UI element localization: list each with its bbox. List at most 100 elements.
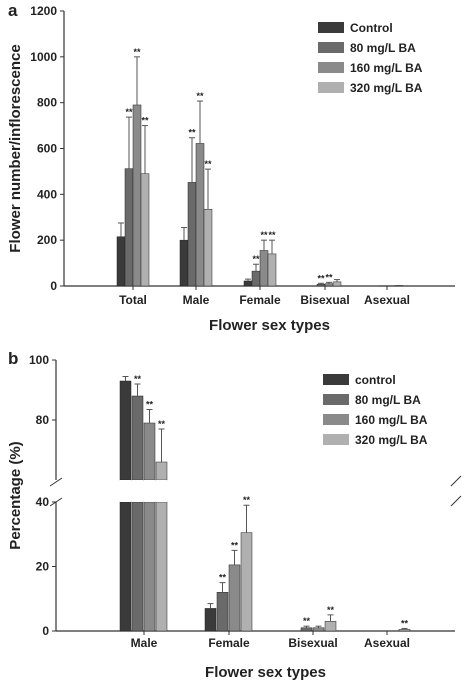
panel-b-label: b — [8, 349, 18, 368]
panel-b-bar-lower — [119, 501, 132, 632]
panel-a-bar — [267, 253, 277, 287]
panel-a-bar — [124, 168, 134, 287]
panel-b-legend-swatch — [323, 374, 349, 385]
panel-b-bar-gap — [156, 480, 167, 502]
panel-a-legend-label: 160 mg/L BA — [350, 61, 423, 75]
panel-b-axis-break-mark — [49, 477, 63, 487]
panel-a-significance-label: ** — [141, 116, 149, 126]
panel-a-y-tick-label: 200 — [37, 233, 57, 247]
panel-a-legend-label: 80 mg/L BA — [350, 41, 416, 55]
panel-b-significance-label: ** — [231, 540, 239, 550]
panel-b-legend-label: 160 mg/L BA — [355, 413, 428, 427]
panel-b-legend-label: control — [355, 373, 396, 387]
panel-b-bar-gap — [120, 480, 131, 502]
panel-b-legend-swatch — [323, 434, 349, 445]
panel-a-significance-label: ** — [260, 230, 268, 240]
panel-a-legend-label: 320 mg/L BA — [350, 81, 423, 95]
panel-b-legend-swatch — [323, 394, 349, 405]
panel-a-significance-label: ** — [188, 128, 196, 138]
panel-a-significance-label: ** — [268, 230, 276, 240]
panel-b-x-tick-label: Female — [208, 636, 250, 650]
panel-a-significance-label: ** — [196, 91, 204, 101]
panel-a-significance-label: ** — [317, 273, 325, 283]
panel-a-bar — [116, 236, 126, 287]
panel-b-bar-upper — [119, 380, 132, 481]
panel-a-y-tick-label: 0 — [50, 279, 57, 293]
panel-b-significance-label: ** — [327, 605, 335, 615]
panel-b-y-tick-label: 80 — [36, 413, 50, 427]
panel-a-bar — [332, 281, 342, 287]
panel-a-bar — [179, 239, 189, 287]
panel-b-significance-label: ** — [219, 573, 227, 583]
panel-a-bar — [140, 173, 150, 287]
panel-a-legend-swatch — [318, 82, 344, 93]
panel-b-x-tick-label: Asexual — [364, 636, 410, 650]
panel-a-bar — [203, 208, 213, 287]
panel-b-bar — [312, 627, 325, 632]
panel-a-label: a — [8, 1, 18, 20]
panel-b-significance-label: ** — [243, 495, 251, 505]
panel-a-significance-label: ** — [125, 107, 133, 117]
panel-b-bar-upper — [143, 422, 156, 481]
panel-b-y-tick-label: 20 — [36, 560, 50, 574]
panel-a-bar — [259, 250, 269, 287]
panel-a-x-axis-title: Flower sex types — [209, 317, 330, 334]
panel-b-bar — [216, 592, 229, 632]
panel-a-y-tick-label: 400 — [37, 187, 57, 201]
panel-a-bar — [316, 283, 326, 287]
panel-a-significance-label: ** — [252, 254, 260, 264]
panel-a-y-axis-title: Flower number/inflorescence — [7, 44, 24, 252]
panel-b-legend-label: 320 mg/L BA — [355, 433, 428, 447]
panel-b-legend-label: 80 mg/L BA — [355, 393, 421, 407]
panel-a-y-tick-label: 600 — [37, 142, 57, 156]
panel-b-bar — [324, 621, 337, 632]
panel-a-legend-swatch — [318, 62, 344, 73]
panel-a-bar — [132, 104, 142, 287]
panel-a-x-tick-label: Female — [239, 293, 281, 307]
panel-b-x-tick-label: Bisexual — [288, 636, 337, 650]
panel-a-significance-label: ** — [133, 47, 141, 57]
panel-a-bar — [251, 270, 261, 287]
panel-b-bar — [300, 627, 313, 632]
panel-b-bar-upper — [155, 461, 168, 481]
panel-b-bar — [398, 629, 411, 632]
panel-a-bar — [195, 143, 205, 287]
panel-b-significance-label: ** — [146, 400, 154, 410]
panel-b-y-tick-label: 0 — [42, 624, 49, 638]
panel-b-bar-lower — [143, 501, 156, 632]
panel-b-significance-label: ** — [303, 616, 311, 626]
panel-b-bar — [228, 564, 241, 632]
panel-b-y-axis-title: Percentage (%) — [7, 441, 24, 549]
panel-a-x-tick-label: Total — [119, 293, 147, 307]
panel-b-axis-break-mark — [450, 495, 462, 507]
panel-b-x-tick-label: Male — [131, 636, 158, 650]
panel-b-bar-upper — [131, 395, 144, 481]
panel-a-significance-label: ** — [204, 159, 212, 169]
panel-b-bar-lower — [131, 501, 144, 632]
panel-b-x-axis-title: Flower sex types — [205, 664, 326, 681]
panel-a-y-tick-label: 1200 — [30, 4, 57, 18]
panel-a-x-tick-label: Bisexual — [300, 293, 349, 307]
panel-b-legend-swatch — [323, 414, 349, 425]
panel-b-bar — [240, 532, 253, 632]
panel-a-bar — [187, 182, 197, 287]
panel-b-bar — [204, 608, 217, 632]
panel-a-y-tick-label: 1000 — [30, 50, 57, 64]
panel-a-y-tick-label: 800 — [37, 96, 57, 110]
panel-a-legend-swatch — [318, 42, 344, 53]
panel-b-bar-gap — [144, 480, 155, 502]
panel-b-significance-label: ** — [158, 419, 166, 429]
panel-b-bar-lower — [155, 501, 168, 632]
panel-a-x-tick-label: Male — [183, 293, 210, 307]
panel-b-significance-label: ** — [134, 374, 142, 384]
panel-a-legend-swatch — [318, 22, 344, 33]
panel-b-significance-label: ** — [401, 618, 409, 628]
panel-b-y-tick-label: 40 — [36, 495, 50, 509]
panel-b-y-tick-label: 100 — [29, 353, 49, 367]
panel-a-legend-label: Control — [350, 21, 393, 35]
panel-a-significance-label: ** — [325, 272, 333, 282]
panel-a-x-tick-label: Asexual — [364, 293, 410, 307]
panel-a-bar — [324, 283, 334, 287]
